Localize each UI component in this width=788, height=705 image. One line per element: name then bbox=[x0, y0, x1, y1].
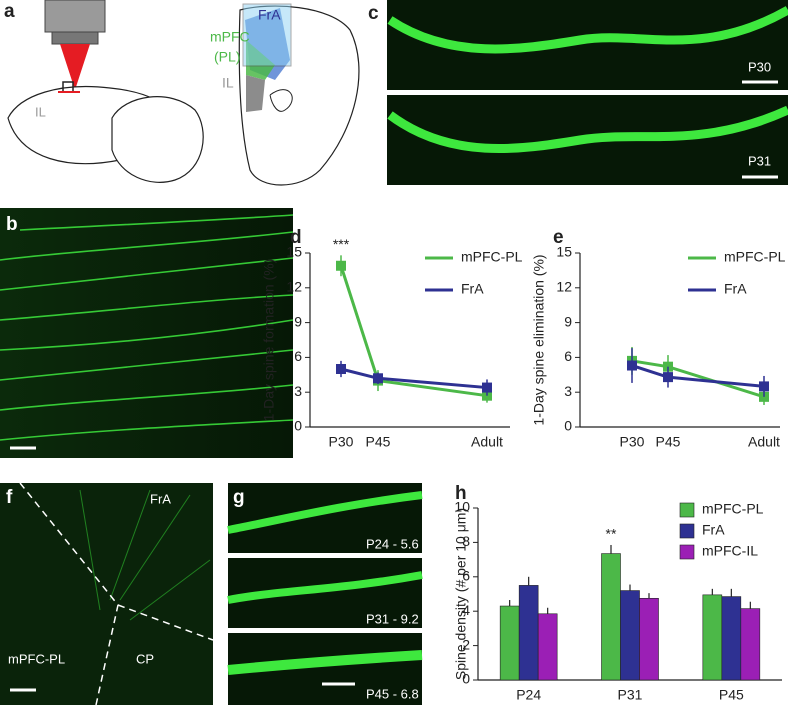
bar bbox=[721, 596, 742, 681]
region-label: IL bbox=[222, 75, 234, 91]
x-tick-label: P30 bbox=[620, 434, 645, 450]
y-axis-label: Spine density (# per 10 μm) bbox=[453, 508, 469, 680]
y-axis-label: 1-Day spine formation (%) bbox=[261, 259, 277, 422]
x-tick-label: P45 bbox=[719, 687, 744, 703]
marker bbox=[627, 360, 637, 371]
y-tick-label: 9 bbox=[294, 313, 302, 329]
panel-letter: e bbox=[553, 227, 564, 248]
image-label: P45 - 6.8 bbox=[366, 686, 419, 701]
bar bbox=[620, 590, 640, 681]
panel-letter: g bbox=[233, 487, 245, 508]
legend-swatch bbox=[679, 544, 695, 560]
bar bbox=[702, 594, 723, 681]
legend-swatch bbox=[679, 523, 695, 539]
significance: *** bbox=[333, 236, 350, 252]
panel-letter: f bbox=[6, 487, 13, 508]
x-tick-label: P45 bbox=[366, 434, 391, 450]
legend-label: mPFC-PL bbox=[461, 249, 523, 265]
panel-letter: d bbox=[290, 227, 302, 248]
y-axis-label: 1-Day spine elimination (%) bbox=[531, 254, 547, 425]
bar bbox=[537, 613, 558, 681]
significance: ** bbox=[606, 526, 617, 542]
marker bbox=[482, 382, 492, 393]
y-tick-label: 3 bbox=[294, 383, 302, 399]
y-tick-label: 2 bbox=[462, 636, 470, 652]
x-tick-label: Adult bbox=[471, 434, 503, 450]
panel-letter: a bbox=[4, 1, 15, 22]
y-tick-label: 0 bbox=[564, 418, 572, 434]
panel-letter: h bbox=[455, 483, 467, 504]
image-label: P31 bbox=[748, 153, 771, 168]
region-label: (PL) bbox=[214, 49, 240, 65]
micrograph-b bbox=[0, 208, 294, 458]
marker bbox=[373, 373, 383, 384]
region-label: IL bbox=[35, 104, 46, 119]
x-tick-label: P31 bbox=[618, 687, 643, 703]
legend-label: FrA bbox=[461, 281, 484, 297]
y-tick-label: 6 bbox=[564, 348, 572, 364]
x-tick-label: P24 bbox=[516, 687, 541, 703]
legend-label: mPFC-PL bbox=[724, 249, 786, 265]
y-tick-label: 4 bbox=[462, 602, 470, 618]
y-tick-label: 0 bbox=[294, 418, 302, 434]
bar bbox=[639, 597, 659, 681]
image-label: mPFC-PL bbox=[8, 651, 65, 666]
marker bbox=[336, 364, 346, 374]
bar bbox=[518, 585, 539, 681]
marker bbox=[663, 372, 673, 383]
image-label: P24 - 5.6 bbox=[366, 536, 419, 551]
panel-a-drawing bbox=[7, 0, 360, 186]
y-tick-label: 10 bbox=[454, 499, 470, 515]
micrograph-g bbox=[227, 483, 423, 705]
marker bbox=[336, 260, 346, 271]
bar bbox=[601, 553, 621, 681]
y-tick-label: 6 bbox=[294, 348, 302, 364]
image-label: P30 bbox=[748, 59, 771, 74]
marker bbox=[759, 381, 769, 392]
legend-label: mPFC-IL bbox=[702, 543, 758, 559]
y-tick-label: 8 bbox=[462, 533, 470, 549]
image-label: P31 - 9.2 bbox=[366, 611, 419, 626]
x-tick-label: P45 bbox=[656, 434, 681, 450]
panel-letter: b bbox=[6, 214, 18, 235]
y-tick-label: 6 bbox=[462, 568, 470, 584]
image-label: FrA bbox=[150, 491, 171, 506]
legend-label: FrA bbox=[702, 522, 725, 538]
region-label: mPFC bbox=[210, 29, 250, 45]
legend-swatch bbox=[679, 502, 695, 518]
x-tick-label: Adult bbox=[748, 434, 780, 450]
y-tick-label: 0 bbox=[462, 671, 470, 687]
legend-label: FrA bbox=[724, 281, 747, 297]
y-tick-label: 15 bbox=[556, 244, 572, 260]
y-tick-label: 12 bbox=[556, 279, 572, 295]
y-tick-label: 3 bbox=[564, 383, 572, 399]
y-tick-label: 12 bbox=[286, 279, 302, 295]
micrograph-f bbox=[0, 482, 214, 705]
image-label: CP bbox=[136, 651, 154, 666]
y-tick-label: 9 bbox=[564, 313, 572, 329]
x-tick-label: P30 bbox=[329, 434, 354, 450]
bar bbox=[499, 605, 520, 681]
panel-letter: c bbox=[368, 3, 379, 24]
legend-label: mPFC-PL bbox=[702, 501, 764, 517]
micrograph-c bbox=[387, 0, 788, 185]
y-tick-label: 15 bbox=[286, 244, 302, 260]
bar bbox=[740, 608, 761, 681]
region-label: FrA bbox=[258, 7, 281, 23]
